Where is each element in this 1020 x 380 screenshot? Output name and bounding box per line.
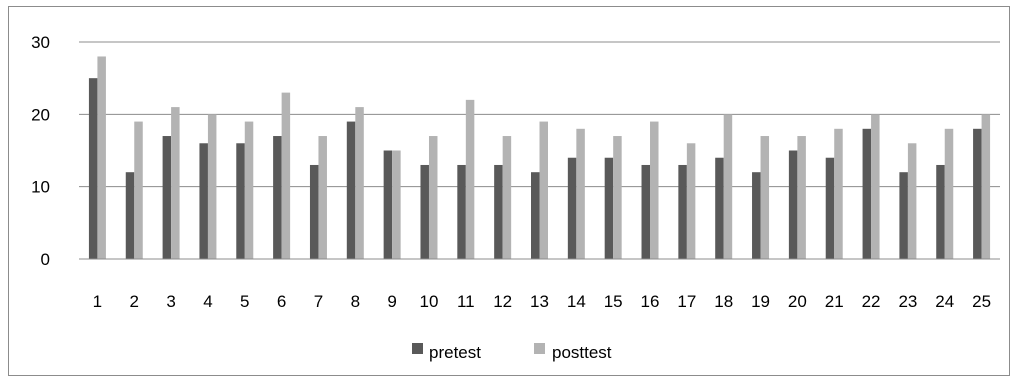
bar-posttest-4 [207,114,217,259]
bar-pretest-23 [899,172,908,259]
legend-label-posttest: posttest [552,343,612,362]
bar-posttest-23 [907,143,917,259]
bar-posttest-15 [613,136,622,259]
bar-posttest-20 [797,136,806,259]
y-tick-label: 20 [31,105,50,124]
bar-posttest-13 [539,121,548,259]
bar-posttest-24 [944,128,954,259]
bar-pretest-17 [678,164,687,259]
bar-posttest-11 [465,99,475,260]
y-tick-label: 0 [41,250,50,269]
bar-pretest-10 [420,164,429,259]
bar-pretest-21 [825,157,835,259]
bar-pretest-8 [346,121,356,259]
x-tick-label: 1 [93,292,102,311]
bar-posttest-21 [834,128,843,259]
x-tick-label: 7 [314,292,323,311]
legend-swatch-pretest [412,343,423,354]
y-tick-label: 10 [31,178,50,197]
bar-pretest-19 [752,172,761,259]
x-tick-label: 17 [677,292,696,311]
bar-pretest-3 [162,136,172,259]
bar-pretest-1 [88,78,98,259]
x-tick-label: 20 [788,292,807,311]
chart-frame [8,6,1010,376]
bar-pretest-14 [567,157,577,259]
bars [88,56,991,260]
bar-posttest-7 [318,136,327,259]
x-tick-label: 19 [751,292,770,311]
bar-posttest-25 [981,114,991,259]
bar-pretest-22 [862,128,872,259]
bar-pretest-16 [641,164,651,259]
bar-pretest-25 [973,128,982,259]
x-tick-label: 12 [493,292,512,311]
x-tick-label: 14 [567,292,586,311]
bar-posttest-9 [392,150,401,259]
x-tick-label: 18 [714,292,733,311]
legend: pretest posttest [412,343,612,362]
bar-posttest-22 [871,114,880,259]
x-tick-label: 8 [351,292,360,311]
x-tick-label: 6 [277,292,286,311]
bar-posttest-14 [576,128,585,259]
x-tick-label: 16 [641,292,660,311]
bar-posttest-2 [134,121,143,259]
x-tick-label: 3 [166,292,175,311]
bar-pretest-6 [273,136,282,259]
bar-posttest-1 [97,56,106,259]
bar-posttest-17 [686,143,696,259]
x-tick-label: 4 [203,292,212,311]
bar-posttest-6 [281,92,291,259]
bar-posttest-18 [723,114,733,259]
legend-swatch-posttest [534,343,545,354]
x-tick-label: 25 [972,292,991,311]
bar-posttest-12 [502,136,512,259]
bar-posttest-5 [244,121,254,259]
bar-pretest-2 [125,172,135,259]
bar-posttest-3 [171,107,180,259]
x-tick-label: 2 [130,292,139,311]
x-tick-label: 13 [530,292,549,311]
x-tick-label: 22 [862,292,881,311]
x-tick-label: 23 [898,292,917,311]
legend-label-pretest: pretest [429,343,481,362]
x-tick-label: 10 [420,292,439,311]
bar-pretest-7 [309,164,319,259]
bar-posttest-16 [650,121,659,259]
bar-pretest-13 [531,172,540,259]
bar-pretest-15 [604,157,614,259]
x-tick-label: 24 [935,292,954,311]
x-tick-label: 15 [604,292,623,311]
bar-posttest-10 [428,136,438,259]
y-axis-ticks: 0 10 20 30 [31,33,50,269]
bar-pretest-4 [199,143,208,259]
x-tick-label: 11 [457,292,475,311]
x-tick-label: 9 [387,292,396,311]
bar-pretest-24 [936,164,945,259]
bar-pretest-5 [236,143,245,259]
bar-pretest-11 [457,164,466,259]
bar-pretest-12 [494,164,503,259]
y-tick-label: 30 [31,33,50,52]
bar-pretest-18 [715,157,724,259]
bar-pretest-9 [383,150,393,259]
bar-posttest-8 [355,107,364,259]
x-axis-ticks: 1 2 3 4 5 6 7 8 9 10 11 12 13 14 15 16 17 18 19 20 21 22 23 24 2… [93,292,991,311]
x-tick-label: 5 [240,292,249,311]
bar-pretest-20 [788,150,798,259]
bar-posttest-19 [760,136,770,259]
x-tick-label: 21 [825,292,844,311]
